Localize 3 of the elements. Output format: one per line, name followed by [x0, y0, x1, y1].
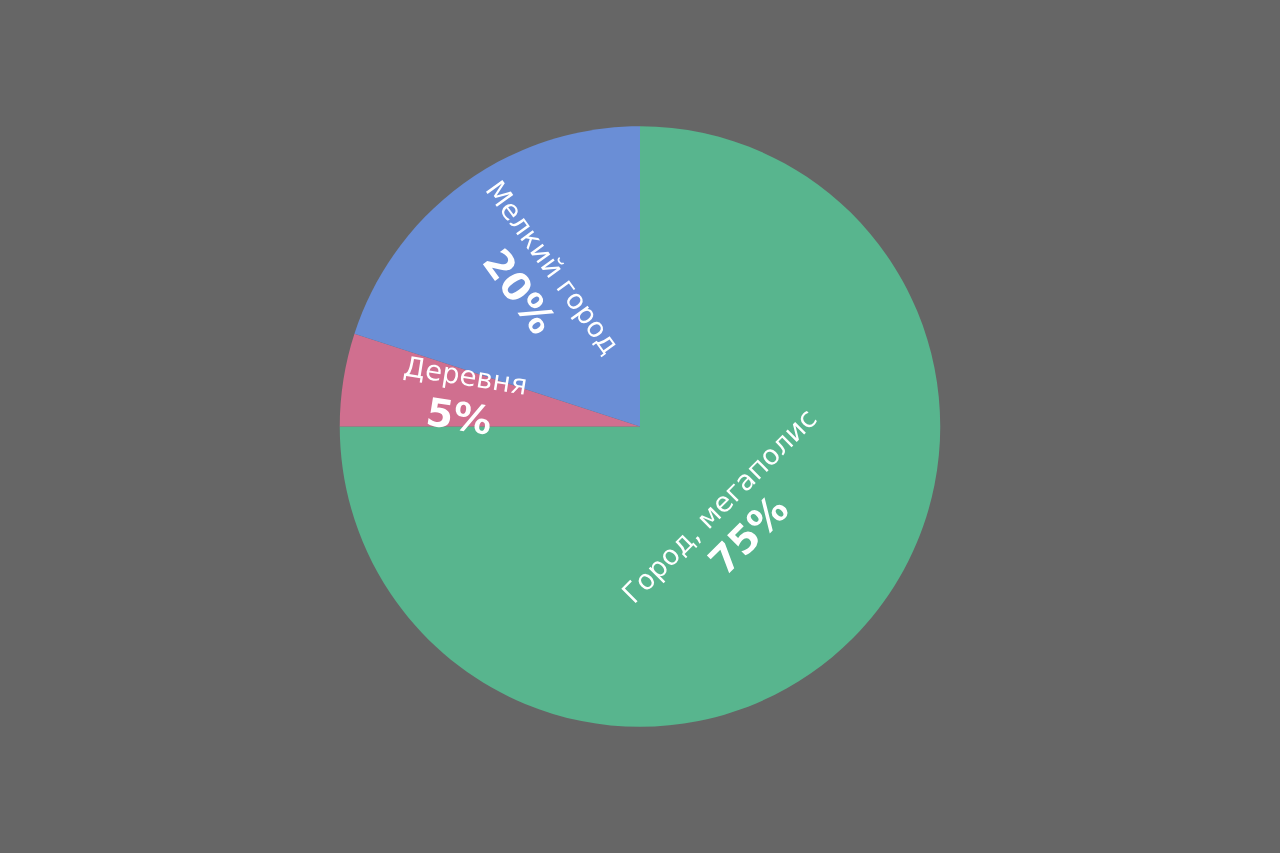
pie-slice	[339, 126, 941, 727]
slice-label: Деревня	[403, 355, 526, 395]
data-label: 5%	[427, 396, 493, 436]
